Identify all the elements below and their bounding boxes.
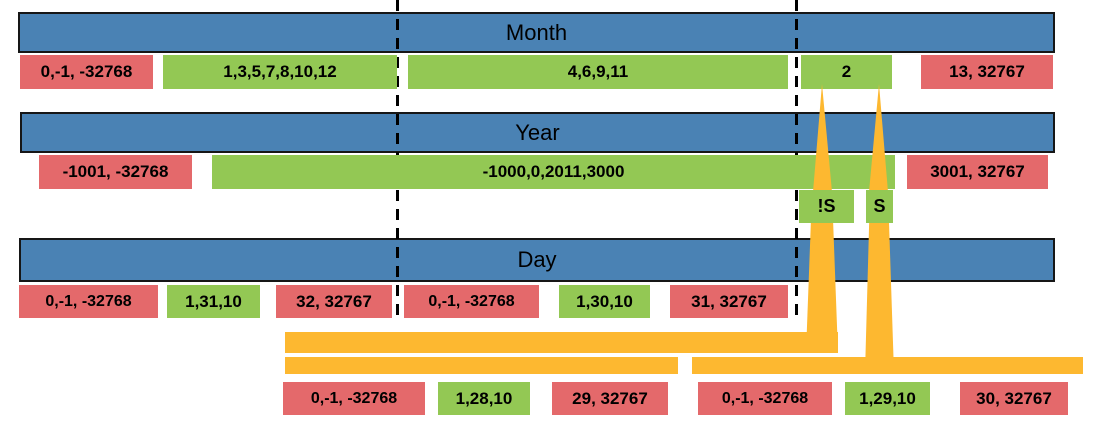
day31-cell-valid: 1,31,10: [167, 285, 260, 318]
feb-nonleap-cell-invalid-low: 0,-1, -32768: [283, 382, 425, 415]
day30-cell-invalid-high: 31, 32767: [670, 285, 788, 318]
month-cell-invalid-low: 0,-1, -32768: [20, 55, 153, 89]
day-bar: Day: [19, 238, 1055, 282]
feb-nonleap-cell-invalid-high: 29, 32767: [552, 382, 668, 415]
day31-cell-invalid-high: 32, 32767: [276, 285, 392, 318]
feb-nonleap-cell-valid: 1,28,10: [438, 382, 530, 415]
day-title: Day: [517, 247, 557, 272]
month-cell-31day-months: 1,3,5,7,8,10,12: [163, 55, 397, 89]
feb-leap-cell-invalid-high: 30, 32767: [960, 382, 1068, 415]
feb-leap-cell-valid: 1,29,10: [845, 382, 930, 415]
year-title: Year: [515, 119, 560, 145]
flow-rail-not-leap-connector: [285, 332, 838, 353]
day31-cell-invalid-low: 0,-1, -32768: [19, 285, 158, 318]
month-bar: Month: [18, 12, 1055, 53]
flow-rail-leap-group: [692, 357, 1083, 374]
year-cell-invalid-high: 3001, 32767: [907, 155, 1048, 189]
year-cell-invalid-low: -1001, -32768: [39, 155, 192, 189]
day30-cell-invalid-low: 0,-1, -32768: [404, 285, 539, 318]
feb-leap-cell-invalid-low: 0,-1, -32768: [698, 382, 832, 415]
year-bar: Year: [20, 112, 1055, 153]
month-cell-invalid-high: 13, 32767: [921, 55, 1053, 89]
day30-cell-valid: 1,30,10: [559, 285, 650, 318]
flow-rail-non-leap-group: [285, 357, 678, 374]
month-cell-30day-months: 4,6,9,11: [408, 55, 788, 89]
month-cell-february: 2: [801, 55, 892, 89]
year-cell-valid: -1000,0,2011,3000: [212, 155, 895, 189]
flag-special-leap: S: [866, 190, 893, 223]
flag-not-special-leap: !S: [799, 190, 854, 223]
month-title: Month: [505, 19, 568, 45]
